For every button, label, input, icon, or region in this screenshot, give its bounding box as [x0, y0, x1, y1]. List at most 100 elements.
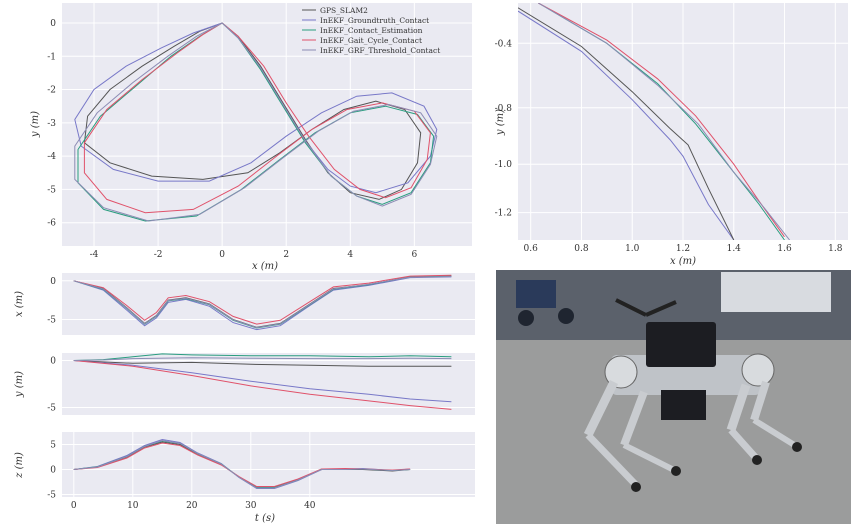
x-axis-label: x (m) — [670, 256, 696, 267]
x-tick-label: 1.4 — [727, 244, 742, 254]
series-lines — [74, 22, 438, 222]
background-cabinet — [721, 272, 831, 312]
chair-leg — [615, 298, 647, 317]
y-tick-label: -5 — [47, 185, 56, 195]
y-tick-label: -1.2 — [495, 209, 512, 219]
grid — [518, 3, 848, 240]
chair-leg — [645, 300, 677, 317]
series-line-gps-slam2 — [73, 360, 452, 367]
robot-leg — [750, 380, 770, 422]
x-tick-label: 0.8 — [574, 244, 589, 254]
robot-foot — [792, 442, 802, 452]
x-tick-label: -2 — [154, 250, 163, 260]
x-axis-label: t (s) — [255, 513, 275, 524]
background-wheel — [558, 308, 574, 324]
y-axis-label: y (m) — [14, 371, 25, 398]
legend-entry: InEKF_Contact_Estimation — [320, 26, 423, 35]
series-line-inekf-contact-estimation — [73, 353, 452, 361]
y-tick-label: 5 — [50, 441, 56, 451]
series-line-inekf-groundtruth-contact — [518, 10, 735, 240]
y-tick-label: 0 — [50, 466, 56, 476]
y-vs-time-plot: y (m) 0 -5 — [14, 353, 475, 415]
series-line-inekf-grf-threshold-contact — [73, 439, 411, 489]
robot-foot — [631, 482, 641, 492]
y-tick-label: 0 — [50, 357, 56, 367]
y-tick-label: 0 — [50, 277, 56, 287]
robot-battery — [661, 390, 706, 420]
trajectory-xy-plot: x (m) y (m) GPS_SLAM2InEKF_Groundtruth_C… — [30, 3, 472, 272]
robot-leg — [752, 417, 798, 449]
robot-photo-drawing — [496, 270, 851, 524]
y-tick-label: -5 — [47, 403, 56, 413]
robot-motor — [604, 355, 638, 389]
series-line-inekf-grf-threshold-contact — [74, 22, 438, 222]
y-axis-label: x (m) — [14, 291, 25, 317]
x-tick-label: -4 — [90, 250, 99, 260]
series-lines — [73, 353, 452, 410]
robot-leg — [620, 390, 648, 447]
robot-electronics — [646, 322, 716, 367]
series-line-inekf-grf-threshold-contact — [538, 3, 790, 240]
legend-entry: GPS_SLAM2 — [320, 6, 368, 15]
x-tick-label: 40 — [304, 501, 316, 511]
x-tick-label: 1.8 — [828, 244, 843, 254]
robot-foot — [671, 466, 681, 476]
background-wheel — [518, 310, 534, 326]
x-axis-label: x (m) — [252, 261, 278, 272]
y-tick-label: -1.0 — [495, 160, 513, 170]
y-tick-label: -2 — [47, 86, 56, 96]
robot-leg — [726, 383, 751, 432]
y-tick-label: -4 — [47, 152, 56, 162]
series-line-inekf-gait-cycle-contact — [73, 360, 452, 410]
series-line-inekf-grf-threshold-contact — [73, 357, 452, 361]
legend-entry: InEKF_GRF_Threshold_Contact — [320, 46, 440, 55]
x-tick-label: 1.6 — [777, 244, 792, 254]
robot-leg — [585, 432, 639, 488]
y-tick-label: -3 — [47, 119, 56, 129]
series-lines — [73, 438, 411, 489]
series-line-inekf-gait-cycle-contact — [83, 22, 431, 214]
grid — [62, 280, 475, 320]
plot-area — [62, 3, 472, 246]
series-line-inekf-gait-cycle-contact — [73, 274, 452, 325]
x-tick-label: 1.2 — [676, 244, 690, 254]
x-tick-label: 10 — [127, 501, 139, 511]
plot-area — [62, 273, 475, 335]
y-tick-label: -1 — [47, 52, 56, 62]
background-box — [516, 280, 556, 308]
y-tick-label: -0.8 — [495, 104, 513, 114]
robot-photo — [496, 270, 851, 524]
x-tick-label: 0 — [71, 501, 77, 511]
y-tick-label: -6 — [47, 219, 56, 229]
grid — [62, 432, 475, 497]
robot-leg — [583, 380, 619, 437]
series-line-inekf-groundtruth-contact — [73, 276, 452, 331]
robot-leg — [622, 442, 676, 473]
x-tick-label: 0.6 — [524, 244, 539, 254]
series-line-inekf-grf-threshold-contact — [73, 276, 452, 329]
trajectory-zoom-plot: x (m) y (m) 0.6 0.8 1.0 1.2 1.4 1.6 1.8 -0.4 -0.… — [495, 3, 848, 267]
x-tick-label: 4 — [347, 250, 353, 260]
robot-leg — [728, 427, 759, 461]
x-vs-time-plot: x (m) 0 -5 — [14, 273, 475, 335]
y-axis-label: z (m) — [14, 452, 25, 479]
y-axis-label: y (m) — [495, 109, 506, 136]
series-line-inekf-groundtruth-contact — [73, 360, 452, 403]
y-tick-label: -5 — [47, 491, 56, 501]
y-tick-label: 0 — [50, 19, 56, 29]
robot-motor — [741, 353, 775, 387]
legend-entry: InEKF_Gait_Cycle_Contact — [320, 36, 422, 45]
series-line-inekf-gait-cycle-contact — [73, 442, 411, 487]
series-lines — [73, 274, 452, 331]
y-tick-label: -5 — [47, 316, 56, 326]
legend: GPS_SLAM2InEKF_Groundtruth_ContactInEKF_… — [302, 6, 440, 55]
y-tick-label: -0.4 — [495, 39, 513, 49]
x-tick-label: 0 — [219, 250, 225, 260]
x-tick-label: 1.0 — [625, 244, 640, 254]
x-tick-label: 2 — [283, 250, 289, 260]
x-tick-label: 30 — [245, 501, 257, 511]
series-lines — [518, 3, 790, 240]
x-tick-label: 6 — [411, 250, 417, 260]
grid — [62, 360, 475, 408]
